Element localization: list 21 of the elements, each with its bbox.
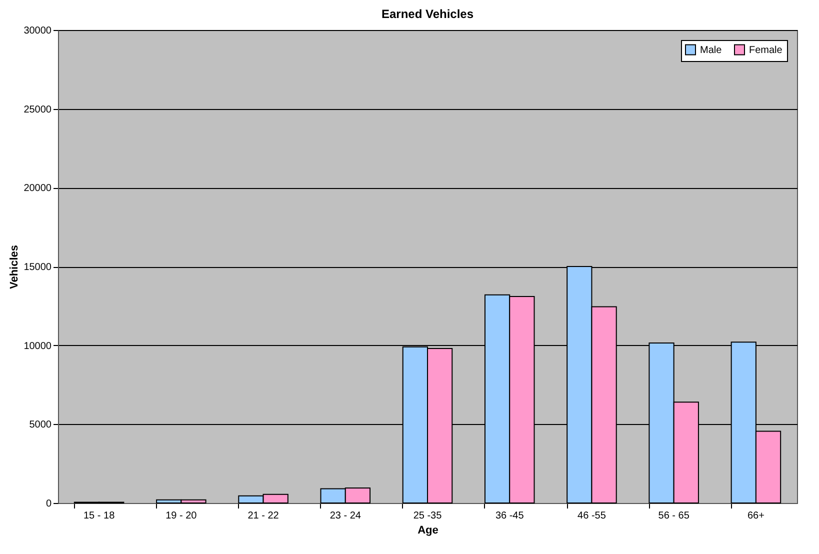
x-tick-label: 36 -45 (495, 510, 524, 522)
y-tick-label: 20000 (24, 183, 52, 194)
y-tick-label: 0 (46, 498, 52, 510)
legend-label: Male (700, 44, 722, 56)
y-tick-label: 10000 (24, 340, 52, 352)
y-axis-title: Vehicles (8, 244, 21, 290)
x-tick-label: 15 - 18 (83, 510, 116, 522)
x-tick-label: 21 - 22 (248, 510, 280, 522)
y-tick-label: 15000 (24, 262, 52, 273)
x-tick-label: 25 -35 (413, 510, 442, 522)
y-tick-label: 25000 (24, 104, 52, 116)
legend-label: Female (749, 44, 783, 56)
x-axis-title: Age (418, 524, 438, 536)
chart-title: Earned Vehicles (381, 7, 474, 21)
x-tick-label: 46 -55 (578, 510, 606, 522)
x-tick-label: 56 - 65 (658, 510, 690, 522)
x-tick-label: 23 - 24 (330, 510, 362, 522)
x-tick-label: 19 - 20 (166, 510, 198, 522)
y-tick-label: 5000 (29, 420, 52, 431)
y-tick-label: 30000 (24, 26, 52, 36)
x-tick-label: 66+ (747, 510, 765, 522)
